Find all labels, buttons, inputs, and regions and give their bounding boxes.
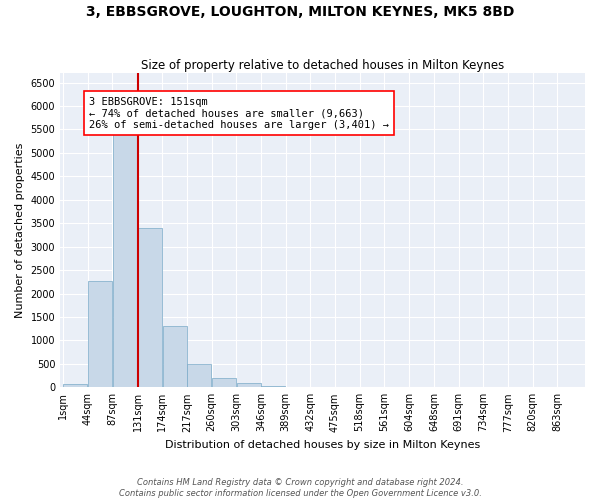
Text: Contains HM Land Registry data © Crown copyright and database right 2024.
Contai: Contains HM Land Registry data © Crown c…: [119, 478, 481, 498]
Bar: [64, 384, 88, 388]
Y-axis label: Number of detached properties: Number of detached properties: [15, 142, 25, 318]
Bar: [113, 134, 137, 388]
X-axis label: Distribution of detached houses by size in Milton Keynes: Distribution of detached houses by size …: [165, 440, 480, 450]
Bar: [88, 281, 112, 388]
Title: Size of property relative to detached houses in Milton Keynes: Size of property relative to detached ho…: [141, 59, 504, 72]
Text: 3 EBBSGROVE: 151sqm
← 74% of detached houses are smaller (9,663)
26% of semi-det: 3 EBBSGROVE: 151sqm ← 74% of detached ho…: [89, 96, 389, 130]
Bar: [187, 364, 211, 388]
Bar: [236, 384, 260, 388]
Text: 3, EBBSGROVE, LOUGHTON, MILTON KEYNES, MK5 8BD: 3, EBBSGROVE, LOUGHTON, MILTON KEYNES, M…: [86, 5, 514, 19]
Bar: [261, 386, 285, 388]
Bar: [212, 378, 236, 388]
Bar: [163, 326, 187, 388]
Bar: [138, 228, 162, 388]
